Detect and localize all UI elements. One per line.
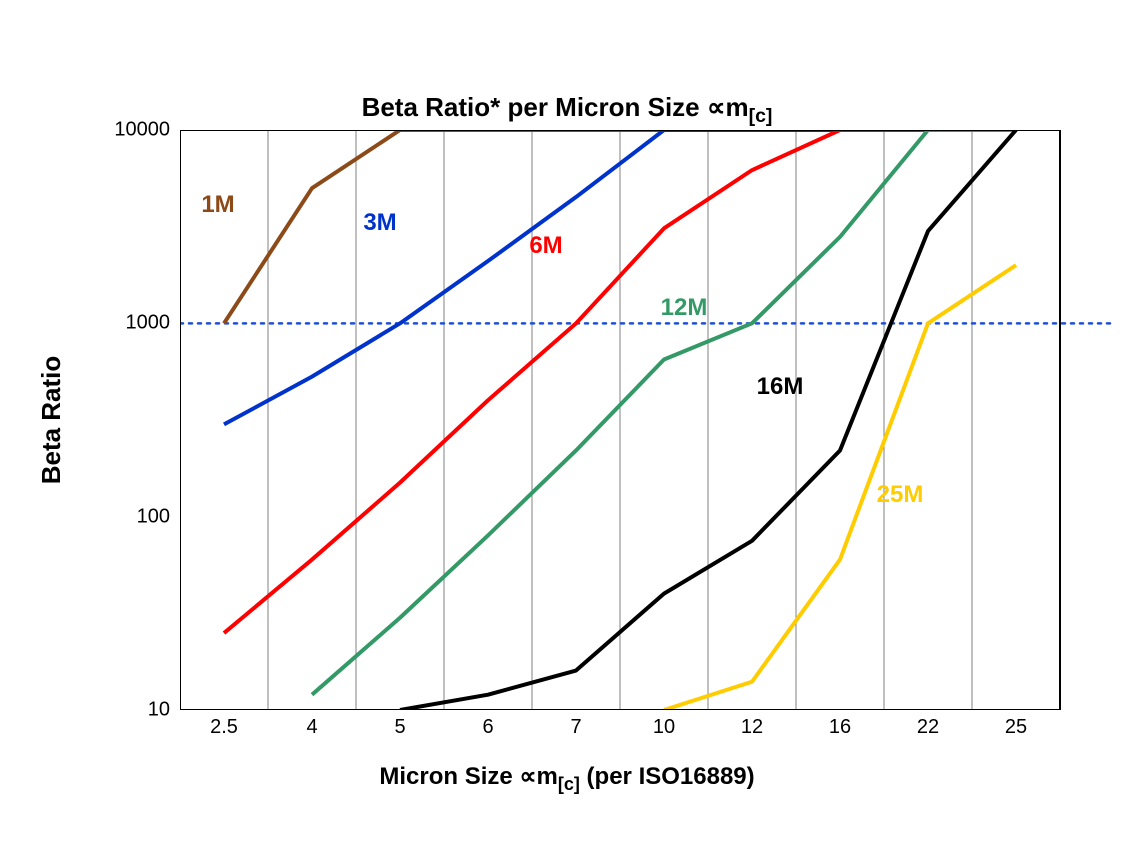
- xlabel-prefix: Micron Size: [379, 763, 519, 790]
- x-tick: 4: [306, 716, 317, 739]
- y-tick: 100: [137, 505, 170, 528]
- plot-area: [180, 130, 1060, 710]
- x-tick: 12: [741, 716, 763, 739]
- series-label-25M: 25M: [877, 481, 924, 509]
- xlabel-suffix: (per ISO16889): [580, 763, 755, 790]
- series-label-1M: 1M: [201, 191, 234, 219]
- series-12M: [312, 130, 1016, 695]
- chart-root: Beta Ratio* per Micron Size ∝m[c] Beta R…: [0, 0, 1134, 852]
- y-axis-label: Beta Ratio: [36, 270, 67, 570]
- series-25M: [664, 265, 1016, 710]
- series-label-6M: 6M: [529, 232, 562, 260]
- x-tick: 16: [829, 716, 851, 739]
- xlabel-symbol: ∝: [519, 763, 536, 790]
- x-tick: 25: [1005, 716, 1027, 739]
- xlabel-sub: [c]: [558, 774, 580, 794]
- plot-svg: [180, 130, 1112, 710]
- y-tick: 1000: [126, 312, 171, 335]
- xlabel-m: m: [537, 763, 558, 790]
- x-axis-label: Micron Size ∝m[c] (per ISO16889): [0, 762, 1134, 795]
- title-symbol: ∝: [707, 92, 726, 122]
- title-sub: [c]: [749, 105, 773, 127]
- title-m: m: [725, 92, 748, 122]
- x-tick: 10: [653, 716, 675, 739]
- y-tick: 10000: [114, 119, 170, 142]
- x-tick: 5: [394, 716, 405, 739]
- x-tick: 2.5: [210, 716, 238, 739]
- series-label-16M: 16M: [757, 373, 804, 401]
- x-tick: 6: [482, 716, 493, 739]
- chart-title: Beta Ratio* per Micron Size ∝m[c]: [0, 92, 1134, 128]
- x-tick: 22: [917, 716, 939, 739]
- series-label-3M: 3M: [363, 209, 396, 237]
- x-tick: 7: [570, 716, 581, 739]
- series-label-12M: 12M: [661, 294, 708, 322]
- title-text: Beta Ratio* per Micron Size: [362, 92, 707, 122]
- y-tick: 10: [148, 699, 170, 722]
